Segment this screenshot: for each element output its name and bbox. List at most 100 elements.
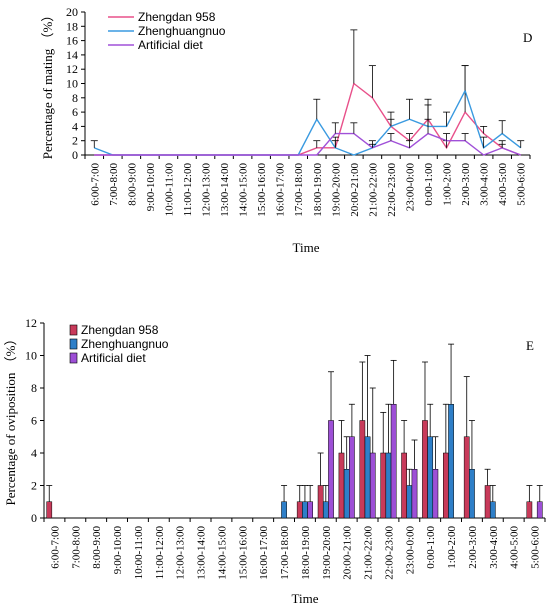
oviposition-x-tick-label: 4:00-5:00 [509,526,521,569]
mating-x-tick-label: 8:00-9:00 [126,163,138,206]
oviposition-x-tick-label: 21:00-22:00 [363,526,375,580]
oviposition-x-tick-label: 19:00-20:00 [321,526,333,580]
oviposition-x-axis-title: Time [292,591,319,606]
oviposition-x-tick-label: 2:00-3:00 [467,526,479,569]
mating-y-tick-label: 2 [72,134,78,148]
oviposition-bar [427,436,434,519]
mating-x-tick-label: 16:00-17:00 [275,163,287,217]
mating-x-tick-label: 7:00-8:00 [108,163,120,206]
oviposition-x-tick-label: 0:00-1:00 [425,526,437,569]
mating-x-tick-label: 20:00-21:00 [349,163,361,217]
oviposition-bar [484,485,491,519]
mating-series [90,29,525,156]
oviposition-x-tick-label: 15:00-16:00 [237,526,249,580]
mating-x-tick-label: 13:00-14:00 [219,163,231,217]
oviposition-x-tick-label: 23:00-0:00 [404,526,416,575]
mating-x-tick-label: 0:00-1:00 [423,163,435,206]
mating-x-tick-label: 18:00-19:00 [312,163,324,217]
oviposition-legend-swatch [69,352,78,364]
mating-y-tick-label: 6 [72,105,78,119]
oviposition-bar [390,404,397,519]
mating-x-tick-label: 21:00-22:00 [367,163,379,217]
oviposition-y-tick-label: 6 [31,414,37,428]
oviposition-bar [343,469,350,519]
oviposition-y-tick-label: 10 [25,349,37,363]
oviposition-bar [302,501,308,519]
mating-series-line [94,132,521,156]
mating-series-line [94,82,521,156]
oviposition-legend-label: Zhengdan 958 [81,323,159,337]
mating-x-tick-label: 22:00-23:00 [386,163,398,217]
oviposition-x-tick-label: 7:00-8:00 [70,526,82,569]
mating-series-line [94,88,522,156]
mating-x-tick-label: 17:00-18:00 [293,163,305,217]
oviposition-x-tick-label: 10:00-11:00 [133,526,145,580]
oviposition-bar [296,501,303,519]
mating-legend-label: Zhenghuangnuo [138,24,226,38]
mating-x-tick-label: 2:00-3:00 [460,163,472,206]
oviposition-bar [364,436,371,519]
oviposition-bar [463,436,470,519]
oviposition-y-axis-title: Percentage of oviposition （%） [3,333,18,506]
oviposition-x-tick-label: 20:00-21:00 [342,526,354,580]
oviposition-legend-label: Artificial diet [81,351,146,365]
mating-x-tick-label: 11:00-12:00 [182,163,194,217]
mating-y-tick-label: 12 [66,62,78,76]
oviposition-x-tick-label: 14:00-15:00 [216,526,228,580]
oviposition-bar [359,420,366,519]
mating-y-axis-title: Percentage of mating （%） [40,9,55,160]
mating-x-tick-label: 1:00-2:00 [442,163,454,206]
oviposition-series [46,343,543,519]
oviposition-x-tick-label: 18:00-19:00 [300,526,312,580]
oviposition-bar [406,485,413,519]
oviposition-y-tick-label: 2 [31,479,37,493]
oviposition-x-tick-label: 6:00-7:00 [49,526,61,569]
mating-y-tick-label: 16 [66,34,78,48]
mating-x-tick-label: 6:00-7:00 [89,163,101,206]
oviposition-x-tick-label: 16:00-17:00 [258,526,270,580]
mating-x-tick-label: 4:00-5:00 [497,163,509,206]
oviposition-x-tick-label: 1:00-2:00 [446,526,458,569]
oviposition-bar [469,469,475,519]
oviposition-x-tick-label: 3:00-4:00 [488,526,500,569]
mating-y-tick-label: 14 [66,48,78,62]
mating-panel-letter: D [523,30,532,45]
mating-x-tick-label: 10:00-11:00 [163,163,175,217]
mating-x-tick-label: 3:00-4:00 [479,163,491,206]
oviposition-legend-swatch [69,324,78,336]
oviposition-bar [317,485,324,519]
mating-x-tick-label: 19:00-20:00 [330,163,342,217]
oviposition-y-tick-label: 4 [31,446,37,460]
oviposition-bar [536,501,543,519]
oviposition-x-tick-label: 11:00-12:00 [154,526,166,580]
mating-legend-label: Artificial diet [138,38,203,52]
oviposition-bar [338,452,345,519]
oviposition-x-tick-label: 5:00-6:00 [530,526,542,569]
oviposition-y-tick-label: 8 [31,381,37,395]
mating-x-tick-label: 5:00-6:00 [516,163,528,206]
oviposition-bar [349,436,355,519]
mating-x-tick-label: 23:00-0:00 [404,163,416,212]
oviposition-bar [380,452,387,519]
oviposition-bar [526,501,533,519]
oviposition-bar-chart: 0 2 4 6 8 10 12 6:00-7:00 7:00-8:00 8:00-9:00 9:00… [3,316,546,606]
oviposition-bar [489,501,496,519]
oviposition-x-tick-label: 22:00-23:00 [383,526,395,580]
mating-y-tick-label: 8 [72,91,78,105]
mating-x-axis-title: Time [293,240,320,255]
oviposition-axes [40,322,546,522]
oviposition-x-tick-label: 17:00-18:00 [279,526,291,580]
mating-y-tick-label: 10 [66,77,78,91]
oviposition-x-tick-label: 13:00-14:00 [196,526,208,580]
oviposition-bar [443,452,449,519]
mating-x-tick-label: 14:00-15:00 [238,163,250,217]
mating-x-tick-label: 12:00-13:00 [201,163,213,217]
mating-x-tick-label: 9:00-10:00 [145,163,157,212]
mating-y-tick-label: 4 [72,119,78,133]
oviposition-bar [448,404,454,519]
